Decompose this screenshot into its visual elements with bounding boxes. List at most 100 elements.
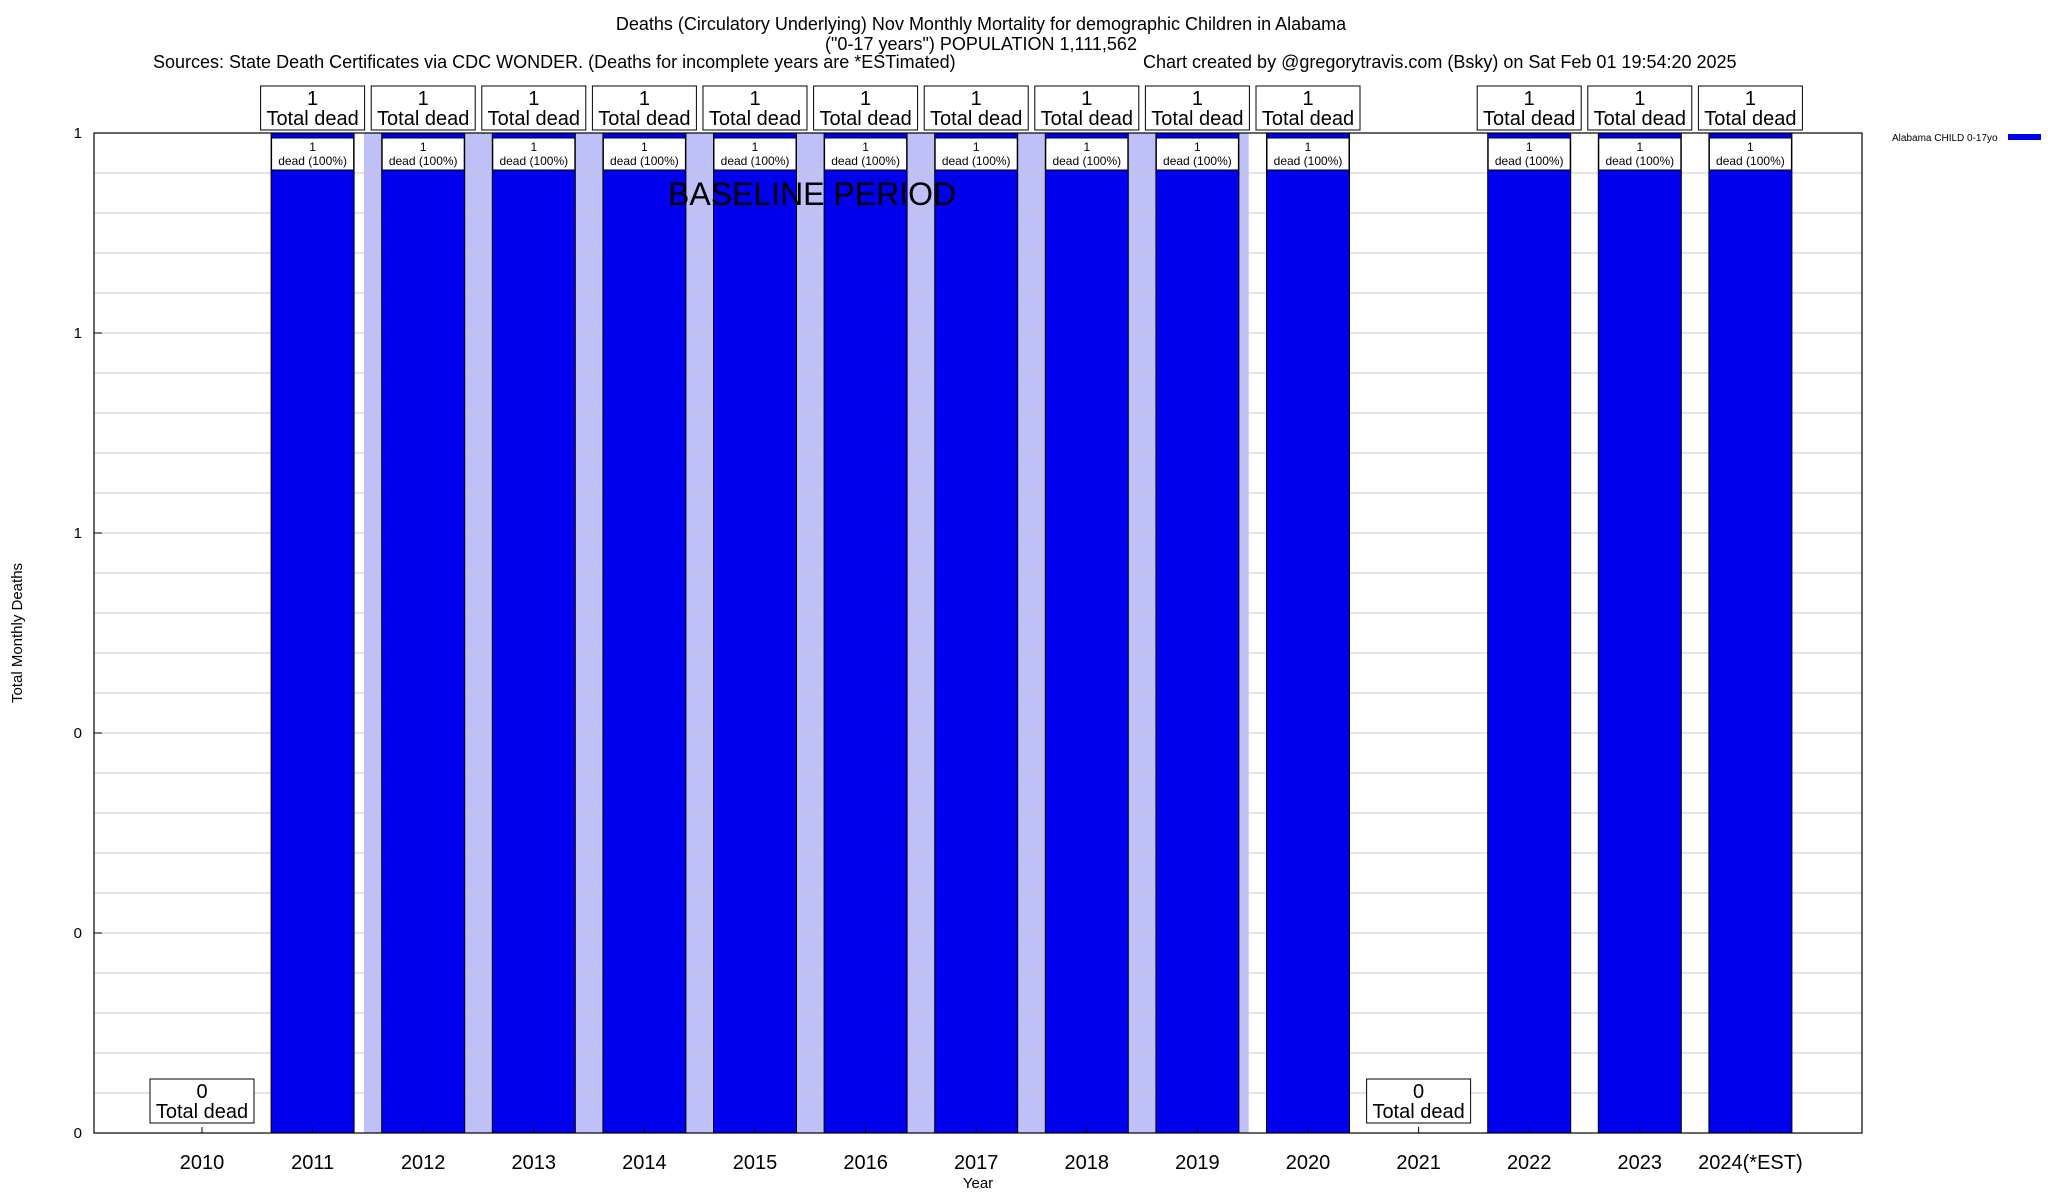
total-dead-box [1476, 85, 1582, 131]
total-dead-label: Total dead [1262, 108, 1354, 130]
y-tick-label: 1 [74, 525, 82, 542]
total-dead-box [702, 85, 808, 131]
y-tick-label: 1 [74, 325, 82, 342]
bar-2019 [1155, 132, 1240, 1134]
chart-title-line2: ("0-17 years") POPULATION 1,111,562 [825, 34, 1137, 54]
bar-inner-label: dead (100%) [721, 154, 790, 168]
x-tick-label: 2020 [1286, 1152, 1331, 1174]
total-dead-count: 1 [639, 88, 650, 110]
bar-inner-count: 1 [1747, 140, 1754, 154]
bar-inner-label-box [1045, 137, 1129, 171]
x-axis-label: Year [963, 1175, 993, 1192]
total-dead-count: 1 [1524, 88, 1535, 110]
total-dead-box [1144, 85, 1250, 131]
bar-inner-count: 1 [1636, 140, 1643, 154]
bar-inner-label-box [934, 137, 1018, 171]
total-dead-box [1255, 85, 1361, 131]
total-dead-count: 1 [307, 88, 318, 110]
total-dead-count: 0 [1413, 1081, 1424, 1103]
total-dead-label: Total dead [1594, 108, 1686, 130]
bar-inner-label-box [713, 137, 797, 171]
x-tick-label: 2016 [843, 1152, 888, 1174]
bar-2011 [270, 132, 355, 1134]
bar-2024(*EST) [1708, 132, 1793, 1134]
total-dead-count: 1 [971, 88, 982, 110]
bar-2018 [1044, 132, 1129, 1134]
bar-inner-label: dead (100%) [1163, 154, 1232, 168]
legend-swatch [2008, 134, 2041, 140]
total-dead-count: 1 [1745, 88, 1756, 110]
bar-2020 [1266, 132, 1350, 1134]
bar-inner-label: dead (100%) [499, 154, 568, 168]
x-tick-label: 2017 [954, 1152, 999, 1174]
total-dead-label: Total dead [1372, 1101, 1464, 1123]
x-tick-label: 2012 [401, 1152, 446, 1174]
bar-inner-count: 1 [1083, 140, 1090, 154]
total-dead-count: 1 [418, 88, 429, 110]
bar-2015 [713, 132, 797, 1134]
x-tick-label: 2024(*EST) [1698, 1152, 1803, 1174]
bar-inner-count: 1 [862, 140, 869, 154]
chart-credit: Chart created by @gregorytravis.com (Bsk… [1143, 52, 1737, 72]
total-dead-label: Total dead [1041, 108, 1133, 130]
total-dead-box [149, 1078, 255, 1124]
bar-inner-count: 1 [420, 140, 427, 154]
bar-inner-label-box [1598, 137, 1682, 171]
chart-title-line1: Deaths (Circulatory Underlying) Nov Mont… [615, 14, 1347, 34]
plot-frame [93, 132, 1863, 1134]
total-dead-count: 1 [749, 88, 760, 110]
bar-inner-label-box [1708, 137, 1792, 171]
total-dead-label: Total dead [377, 108, 469, 130]
x-tick-label: 2013 [512, 1152, 557, 1174]
baseline-annotation: BASELINE PERIOD [668, 176, 956, 212]
bar-inner-count: 1 [1526, 140, 1533, 154]
total-dead-count: 1 [528, 88, 539, 110]
total-dead-box [923, 85, 1029, 131]
bar-2012 [381, 132, 466, 1134]
bar-inner-label-box [1266, 137, 1350, 171]
total-dead-label: Total dead [930, 108, 1022, 130]
total-dead-label: Total dead [156, 1101, 248, 1123]
bar-inner-label-box [602, 137, 686, 171]
total-dead-label: Total dead [1151, 108, 1243, 130]
x-tick-label: 2011 [291, 1152, 334, 1174]
y-tick-label: 0 [74, 925, 82, 942]
total-dead-box [370, 85, 476, 131]
total-dead-count: 1 [1192, 88, 1203, 110]
x-tick-label: 2010 [180, 1152, 225, 1174]
bar-inner-label-box [271, 137, 355, 171]
bar-inner-label: dead (100%) [389, 154, 458, 168]
bar-2017 [934, 132, 1019, 1134]
total-dead-label: Total dead [598, 108, 690, 130]
x-tick-label: 2022 [1507, 1152, 1552, 1174]
bar-inner-count: 1 [1194, 140, 1201, 154]
bar-2013 [491, 132, 576, 1134]
total-dead-box [1034, 85, 1140, 131]
bar-inner-label: dead (100%) [1274, 154, 1343, 168]
x-tick-label: 2023 [1618, 1152, 1663, 1174]
bar-inner-label: dead (100%) [1716, 154, 1785, 168]
total-dead-count: 1 [1302, 88, 1313, 110]
bar-2023 [1597, 132, 1682, 1134]
total-dead-box [1587, 85, 1693, 131]
bar-inner-label: dead (100%) [1052, 154, 1121, 168]
total-dead-box [1697, 85, 1803, 131]
bar-inner-label: dead (100%) [942, 154, 1011, 168]
bar-inner-label-box [1487, 137, 1571, 171]
bar-inner-count: 1 [752, 140, 759, 154]
bar-2016 [823, 132, 908, 1134]
total-dead-box [591, 85, 697, 131]
y-axis-label: Total Monthly Deaths [9, 563, 26, 703]
bar-inner-label: dead (100%) [831, 154, 900, 168]
total-dead-label: Total dead [1704, 108, 1796, 130]
x-tick-label: 2014 [622, 1152, 667, 1174]
bar-inner-count: 1 [309, 140, 316, 154]
legend-label: Alabama CHILD 0-17yo [1892, 133, 1998, 144]
bar-inner-count: 1 [641, 140, 648, 154]
total-dead-count: 1 [1081, 88, 1092, 110]
chart-sources: Sources: State Death Certificates via CD… [153, 52, 956, 72]
total-dead-count: 1 [1634, 88, 1645, 110]
bar-inner-count: 1 [973, 140, 980, 154]
bar-inner-label-box [824, 137, 908, 171]
x-tick-label: 2021 [1396, 1152, 1441, 1174]
